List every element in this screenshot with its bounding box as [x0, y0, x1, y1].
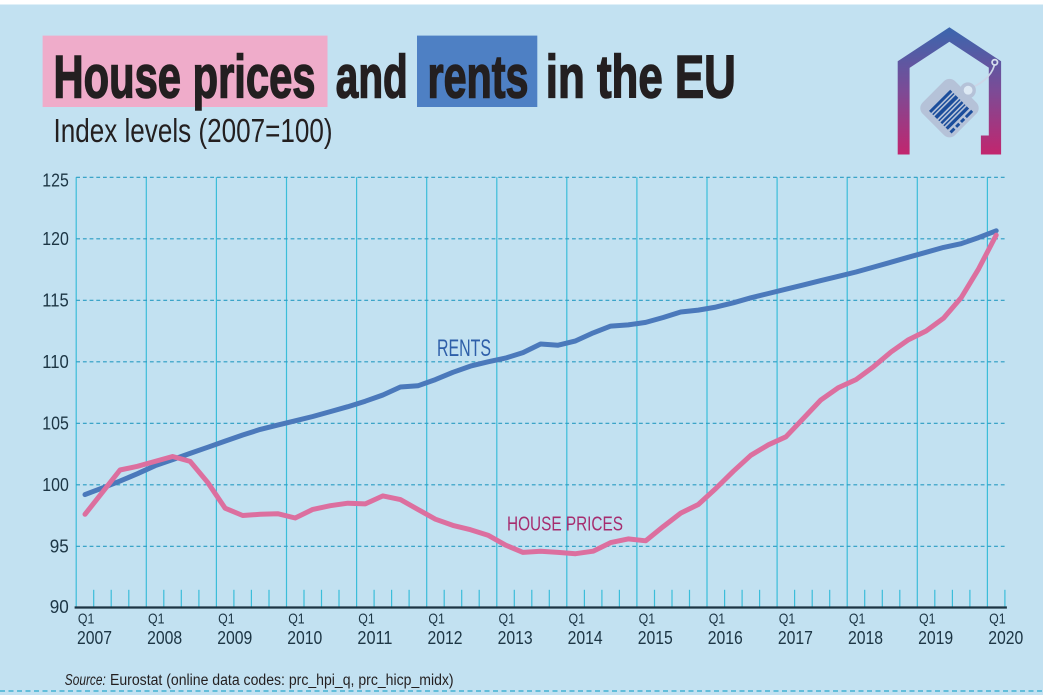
svg-text:Q1: Q1 — [78, 610, 95, 627]
svg-text:2010: 2010 — [287, 627, 322, 648]
svg-text:Q1: Q1 — [639, 610, 656, 627]
svg-text:2007: 2007 — [77, 627, 112, 648]
svg-text:Q1: Q1 — [849, 610, 866, 627]
svg-text:Q1: Q1 — [428, 610, 445, 627]
svg-text:105: 105 — [42, 413, 69, 434]
svg-text:Eurostat (online data codes: p: Eurostat (online data codes: prc_hpi_q, … — [110, 672, 454, 689]
svg-text:House prices: House prices — [54, 43, 316, 110]
svg-text:120: 120 — [42, 228, 69, 249]
svg-text:RENTS: RENTS — [437, 335, 491, 362]
svg-text:Q1: Q1 — [569, 610, 586, 627]
svg-text:2012: 2012 — [428, 627, 463, 648]
svg-text:95: 95 — [50, 536, 69, 557]
svg-text:2019: 2019 — [918, 627, 953, 648]
svg-text:Q1: Q1 — [709, 610, 726, 627]
svg-text:Q1: Q1 — [288, 610, 305, 627]
svg-text:Q1: Q1 — [919, 610, 936, 627]
svg-text:2017: 2017 — [778, 627, 813, 648]
svg-text:2018: 2018 — [848, 627, 883, 648]
svg-text:and: and — [336, 43, 408, 110]
svg-text:90: 90 — [50, 596, 69, 617]
svg-text:2015: 2015 — [638, 627, 673, 648]
svg-text:2008: 2008 — [147, 627, 182, 648]
svg-text:Q1: Q1 — [358, 610, 375, 627]
svg-text:125: 125 — [42, 170, 69, 191]
svg-text:Index levels (2007=100): Index levels (2007=100) — [54, 112, 333, 149]
svg-text:Q1: Q1 — [499, 610, 516, 627]
svg-text:in the EU: in the EU — [546, 43, 736, 110]
svg-text:rents: rents — [428, 43, 529, 110]
svg-text:2016: 2016 — [708, 627, 743, 648]
svg-text:Q1: Q1 — [218, 610, 235, 627]
svg-text:110: 110 — [42, 351, 69, 372]
svg-text:HOUSE PRICES: HOUSE PRICES — [507, 513, 623, 535]
svg-text:Q1: Q1 — [148, 610, 165, 627]
svg-text:2020: 2020 — [988, 627, 1023, 648]
svg-text:2014: 2014 — [568, 627, 603, 648]
svg-text:2009: 2009 — [217, 627, 252, 648]
svg-text:2013: 2013 — [498, 627, 533, 648]
svg-text:2011: 2011 — [357, 627, 392, 648]
svg-text:Q1: Q1 — [989, 610, 1006, 627]
svg-text:100: 100 — [42, 474, 69, 495]
svg-text:115: 115 — [42, 290, 69, 311]
svg-text:Source:: Source: — [65, 672, 106, 689]
svg-text:Q1: Q1 — [779, 610, 796, 627]
